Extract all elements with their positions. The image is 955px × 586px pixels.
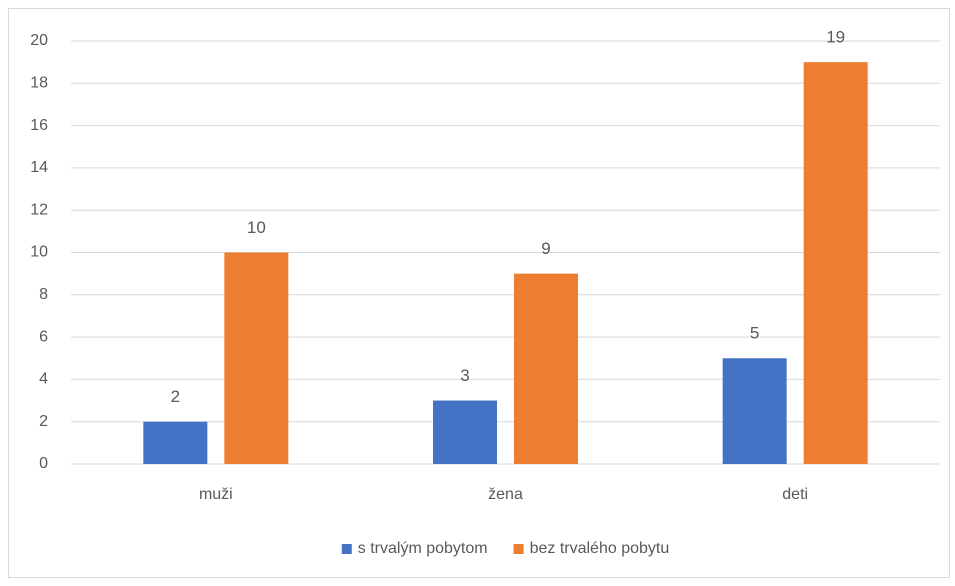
x-tick-label: žena <box>488 486 523 503</box>
bar <box>803 62 868 465</box>
y-tick-label: 0 <box>39 455 48 472</box>
bar <box>224 252 289 464</box>
chart-border <box>8 8 950 578</box>
data-label: 10 <box>247 218 266 237</box>
legend-swatch <box>341 544 352 554</box>
data-label: 9 <box>541 239 550 258</box>
y-tick-label: 16 <box>30 117 48 134</box>
y-tick-label: 12 <box>30 201 48 218</box>
x-tick-label: muži <box>199 486 233 503</box>
legend-label: bez trvalého pobytu <box>530 540 670 557</box>
y-tick-label: 20 <box>30 32 48 49</box>
bar <box>514 273 578 464</box>
data-label: 19 <box>826 28 845 47</box>
y-tick-label: 14 <box>30 159 48 176</box>
y-tick-label: 4 <box>39 371 48 388</box>
y-tick-label: 2 <box>39 413 48 430</box>
data-label: 3 <box>460 366 469 385</box>
y-tick-label: 10 <box>30 244 48 261</box>
bar <box>433 400 497 464</box>
bar <box>143 421 208 464</box>
y-tick-label: 6 <box>39 328 48 345</box>
y-tick-label: 8 <box>39 286 48 303</box>
x-tick-label: deti <box>782 486 808 503</box>
data-label: 2 <box>171 387 180 406</box>
data-label: 5 <box>750 324 759 343</box>
legend-label: s trvalým pobytom <box>358 540 488 557</box>
legend-swatch <box>513 544 524 554</box>
bar <box>722 358 787 464</box>
y-tick-label: 18 <box>30 75 48 92</box>
